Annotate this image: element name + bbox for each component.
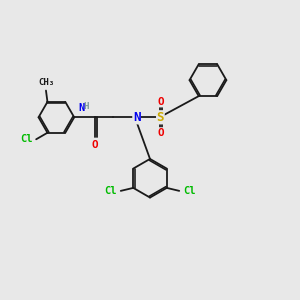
Text: Cl: Cl [183,186,196,196]
Text: N: N [133,111,140,124]
Text: CH₃: CH₃ [38,78,54,87]
Text: O: O [157,97,164,107]
Text: Cl: Cl [104,186,117,196]
Text: N: N [79,103,85,113]
Text: O: O [92,140,98,150]
Text: H: H [83,102,89,111]
Text: S: S [157,111,164,124]
Text: O: O [157,128,164,138]
Text: Cl: Cl [20,134,33,144]
